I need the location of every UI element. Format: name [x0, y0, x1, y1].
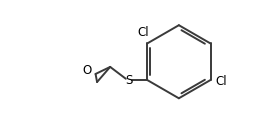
Text: S: S	[125, 73, 133, 87]
Text: Cl: Cl	[215, 75, 227, 88]
Text: O: O	[83, 64, 92, 77]
Text: Cl: Cl	[138, 26, 149, 39]
